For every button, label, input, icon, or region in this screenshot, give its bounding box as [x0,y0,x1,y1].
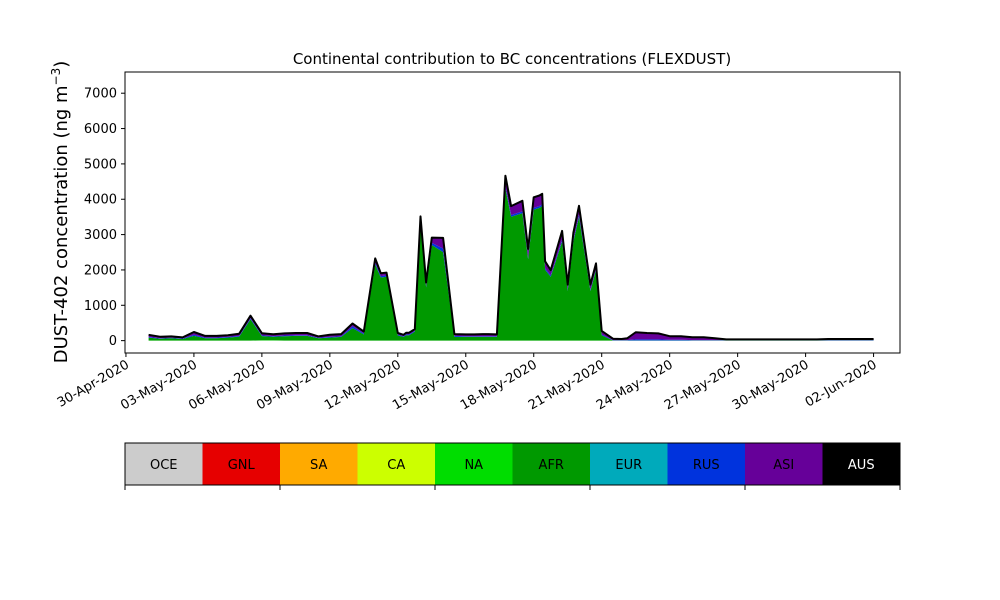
legend-label-asi: ASI [773,458,794,473]
y-axis-label-exponent: −3 [49,68,63,86]
legend-label-oce: OCE [150,458,178,473]
area-series-afr [148,188,874,341]
area-series-asi [148,175,874,341]
legend-swatch-aus [822,443,900,485]
legend-swatch-sa [280,443,358,485]
legend-swatch-rus [667,443,745,485]
legend-label-aus: AUS [848,458,875,473]
y-tick-label: 4000 [84,193,117,208]
y-tick-label: 1000 [84,299,117,314]
stacked-area-plot [148,174,874,341]
legend-label-afr: AFR [539,458,564,473]
legend-label-ca: CA [387,458,405,473]
legend-label-na: NA [464,458,483,473]
y-tick-label: 5000 [84,157,117,172]
legend-swatch-na [435,443,513,485]
y-axis-label-suffix: ) [51,61,72,68]
legend-swatch-eur [590,443,668,485]
y-tick-label: 3000 [84,228,117,243]
y-tick-label: 2000 [84,263,117,278]
legend-frame [124,442,901,486]
y-tick-label: 6000 [84,122,117,137]
total-outline-line [148,174,874,341]
y-axis: 0 1000 2000 3000 4000 5000 6000 7000 [84,87,125,349]
legend-swatch-gnl [202,443,280,485]
legend-colorbar: OCE GNL SA CA NA AFR EUR RUS ASI AUS [124,442,901,490]
legend-label-gnl: GNL [228,458,256,473]
plot-frame [124,71,901,354]
legend-label-rus: RUS [693,458,720,473]
y-axis-label: DUST-402 concentration (ng m−3) [49,61,72,364]
legend-swatch-afr [512,443,590,485]
legend-swatch-ca [357,443,435,485]
legend-label-eur: EUR [615,458,642,473]
legend-label-sa: SA [310,458,327,473]
y-tick-label: 0 [109,334,117,349]
legend-swatch-asi [745,443,823,485]
chart-title: Continental contribution to BC concentra… [293,50,731,68]
y-tick-label: 7000 [84,87,117,102]
legend-swatch-oce [125,443,203,485]
